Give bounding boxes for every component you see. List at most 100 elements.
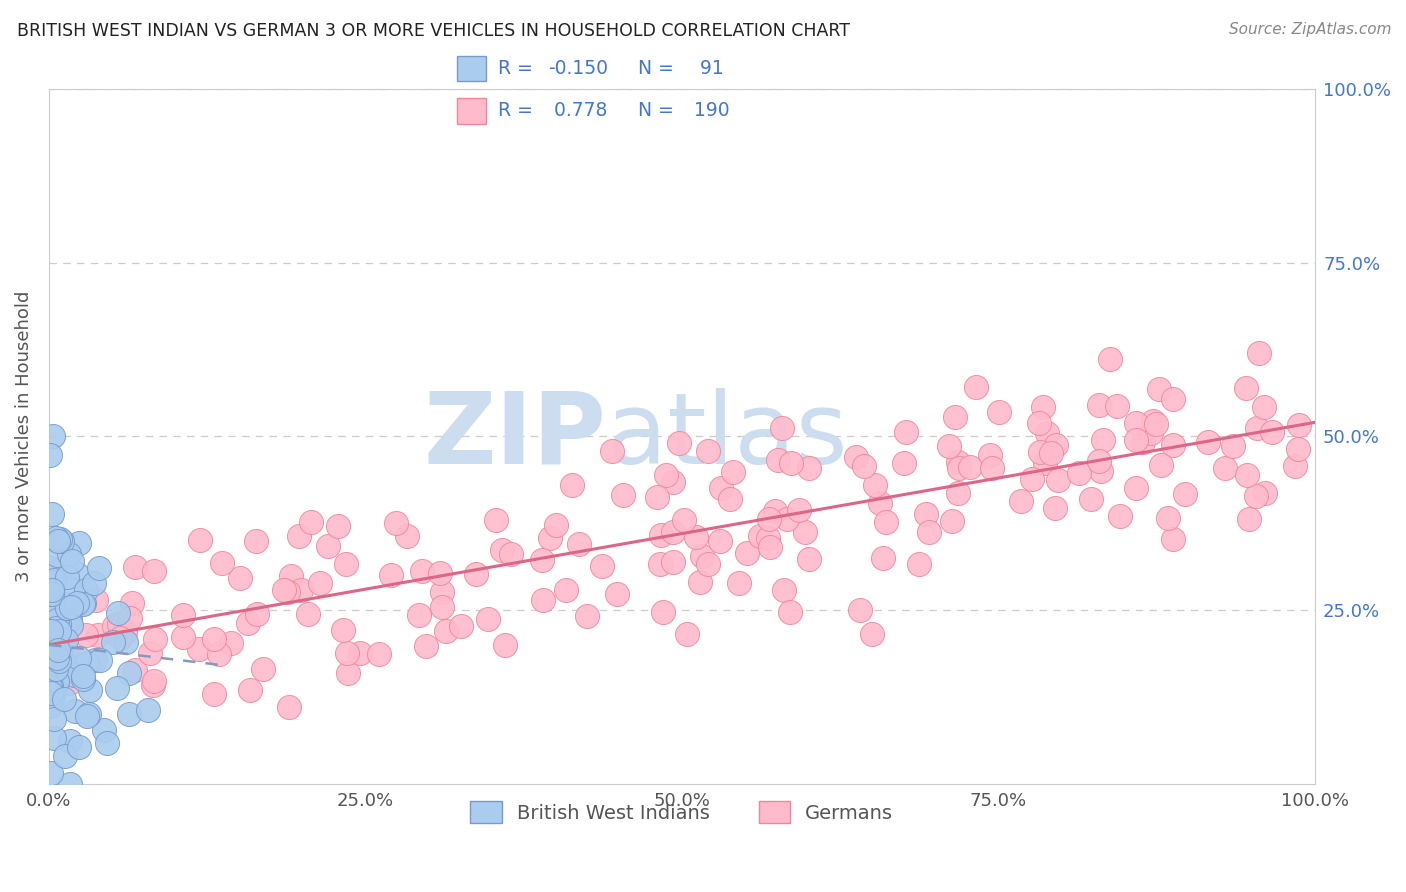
Point (39, 652, 62, 666)
Point (62, 667, 84, 681)
Point (668, 435, 690, 450)
Point (39, 765, 62, 780)
Point (1253, 400, 1275, 414)
Point (1043, 501, 1066, 516)
Point (48, 654, 70, 668)
Point (245, 533, 267, 548)
Point (1036, 425, 1059, 440)
Point (797, 460, 820, 475)
Point (849, 603, 872, 617)
Point (114, 624, 136, 639)
Point (1087, 398, 1109, 412)
Point (1087, 454, 1109, 468)
Point (759, 540, 782, 554)
Point (79, 683, 101, 698)
Point (1236, 467, 1258, 482)
Point (690, 549, 713, 563)
Point (58, 676, 80, 690)
Point (408, 607, 430, 622)
Point (576, 609, 599, 624)
Point (48, 562, 70, 576)
Point (748, 529, 770, 543)
Point (316, 539, 339, 553)
Point (107, 606, 129, 620)
Point (75, 583, 97, 598)
Point (56, 569, 79, 583)
Point (1040, 446, 1063, 460)
Point (66, 596, 89, 610)
Point (965, 380, 987, 394)
Point (38, 698, 60, 713)
Point (42, 602, 65, 616)
Point (72, 669, 94, 683)
Point (42, 574, 65, 589)
Point (42, 690, 65, 704)
Point (766, 452, 789, 467)
Point (852, 458, 875, 473)
Point (142, 674, 165, 689)
Point (672, 513, 695, 527)
Point (1028, 417, 1050, 431)
Point (1029, 444, 1052, 458)
Point (612, 488, 634, 502)
Point (41, 507, 63, 521)
Point (65, 704, 87, 718)
Point (1284, 458, 1306, 473)
Point (105, 681, 128, 695)
Point (863, 478, 886, 492)
Point (1132, 435, 1154, 450)
Point (73, 596, 96, 610)
Point (41, 604, 63, 618)
Point (915, 507, 938, 521)
Text: N =: N = (637, 60, 673, 78)
Point (337, 665, 360, 680)
Point (591, 559, 613, 574)
Point (51, 533, 73, 548)
Point (58, 547, 80, 561)
Point (875, 516, 897, 530)
Point (83, 653, 105, 667)
Point (1244, 489, 1267, 503)
Point (38, 561, 60, 575)
Text: R =: R = (498, 101, 533, 120)
Point (779, 456, 801, 470)
Point (600, 443, 623, 458)
Point (477, 612, 499, 626)
Point (59, 734, 82, 748)
Point (67, 740, 90, 755)
Point (46, 674, 69, 689)
Point (655, 468, 678, 483)
Point (55, 658, 77, 673)
Point (55, 663, 77, 677)
Point (142, 677, 165, 691)
Point (45, 531, 67, 545)
Point (1142, 414, 1164, 428)
Point (501, 547, 523, 561)
Point (531, 592, 554, 607)
Point (787, 502, 810, 516)
Point (39, 448, 62, 462)
Point (1213, 461, 1236, 475)
Point (58, 667, 80, 681)
Point (42, 429, 65, 443)
Point (561, 477, 583, 491)
Point (83, 576, 105, 591)
Y-axis label: 3 or more Vehicles in Household: 3 or more Vehicles in Household (15, 291, 32, 582)
Point (51, 596, 73, 610)
Point (872, 551, 894, 566)
Point (987, 405, 1010, 419)
Point (187, 641, 209, 656)
Point (685, 530, 707, 544)
Point (44, 731, 66, 745)
Point (894, 425, 917, 439)
Point (335, 557, 357, 571)
Point (737, 546, 759, 560)
Point (52, 653, 75, 667)
Point (118, 666, 141, 681)
Text: BRITISH WEST INDIAN VS GERMAN 3 OR MORE VEHICLES IN HOUSEHOLD CORRELATION CHART: BRITISH WEST INDIAN VS GERMAN 3 OR MORE … (17, 22, 849, 40)
Point (239, 683, 262, 698)
Point (46, 643, 69, 657)
Point (219, 635, 242, 649)
Point (606, 587, 628, 601)
Point (531, 553, 554, 567)
